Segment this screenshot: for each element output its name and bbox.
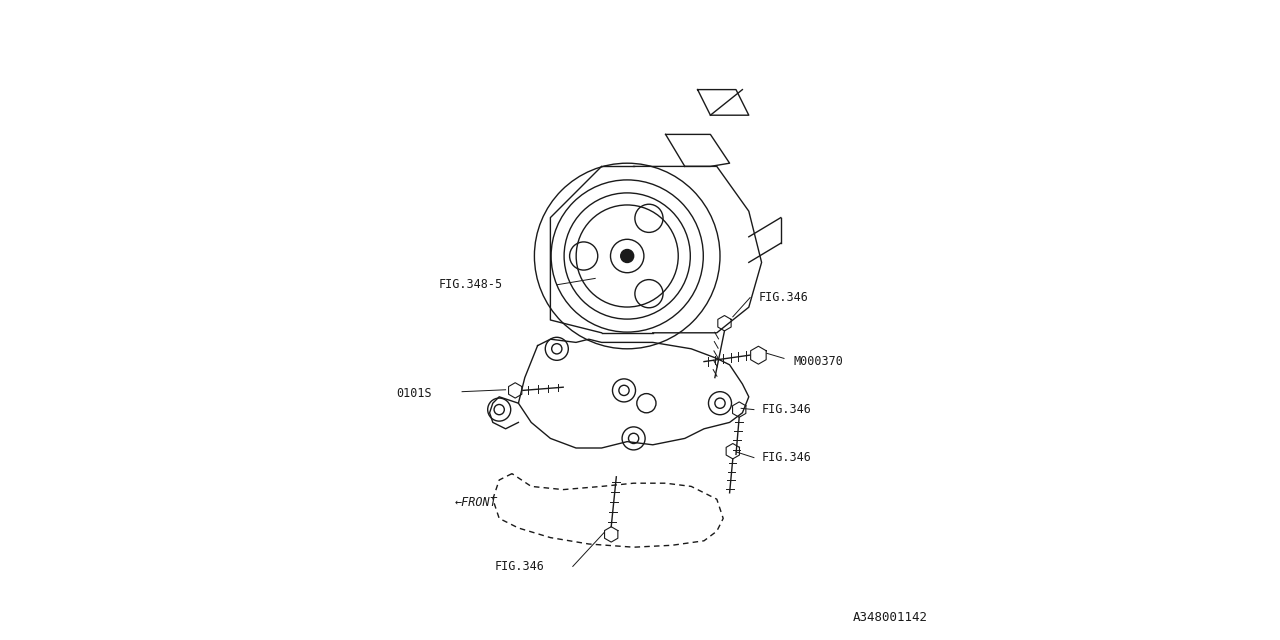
- Text: FIG.346: FIG.346: [494, 560, 544, 573]
- Text: FIG.346: FIG.346: [762, 403, 812, 416]
- Text: FIG.348-5: FIG.348-5: [438, 278, 502, 291]
- Text: 0101S: 0101S: [397, 387, 433, 400]
- Text: A348001142: A348001142: [852, 611, 928, 624]
- Text: M000370: M000370: [794, 355, 844, 368]
- Text: FIG.346: FIG.346: [762, 451, 812, 464]
- Circle shape: [621, 250, 634, 262]
- Text: FIG.346: FIG.346: [759, 291, 808, 304]
- Text: ←FRONT: ←FRONT: [454, 496, 497, 509]
